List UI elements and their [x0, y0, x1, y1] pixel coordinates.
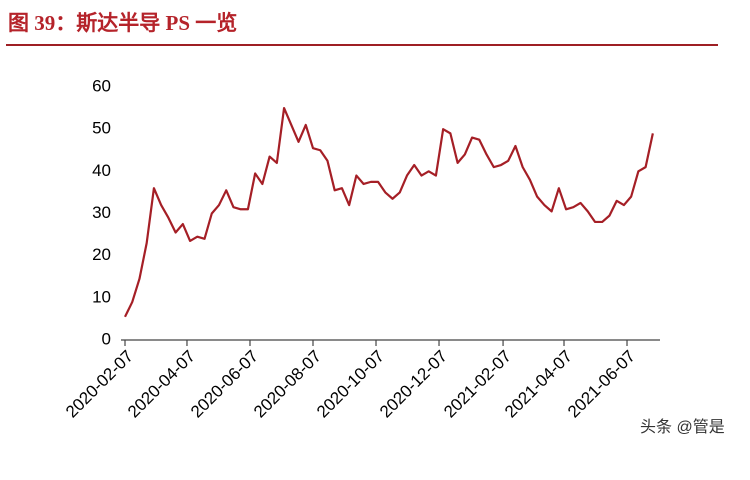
chart-title: 图 39：斯达半导 PS 一览 [8, 11, 237, 35]
y-tick-label: 60 [92, 76, 111, 95]
y-tick-label: 40 [92, 161, 111, 180]
y-tick-label: 0 [102, 329, 111, 348]
watermark: 头条 @管是 [640, 418, 725, 436]
y-tick-label: 20 [92, 245, 111, 264]
x-tick-label: 2020-08-07 [250, 347, 325, 422]
x-tick-label: 2021-06-07 [564, 347, 639, 422]
x-tick-label: 2020-04-07 [124, 347, 199, 422]
y-tick-label: 50 [92, 119, 111, 138]
x-tick-label: 2020-12-07 [376, 347, 451, 422]
x-tick-label: 2020-10-07 [313, 347, 388, 422]
y-tick-label: 30 [92, 203, 111, 222]
x-tick-label: 2020-06-07 [187, 347, 262, 422]
y-tick-label: 10 [92, 287, 111, 306]
line-series [124, 106, 654, 318]
